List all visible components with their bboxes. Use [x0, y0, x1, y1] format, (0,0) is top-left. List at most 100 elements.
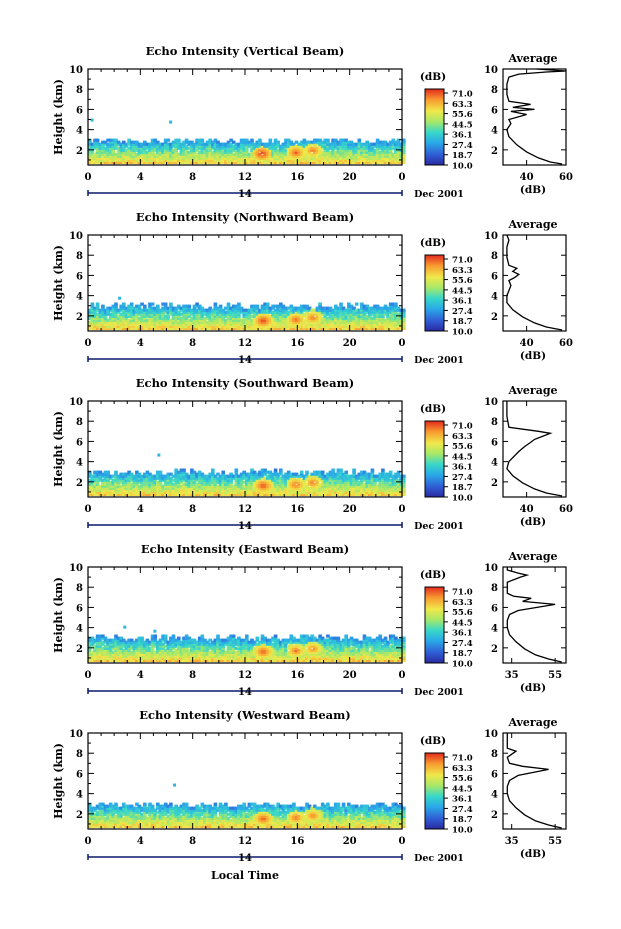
heatmap-cell [326, 324, 330, 328]
heatmap-cell [294, 484, 299, 488]
heatmap-cell [302, 146, 307, 150]
heatmap-cell [365, 488, 369, 492]
profile-line [506, 68, 567, 165]
heatmap-cell [402, 152, 406, 156]
heatmap-cell [205, 652, 210, 656]
heatmap-cell [182, 490, 186, 494]
heatmap-cell [386, 480, 390, 484]
heatmap-cell [307, 314, 312, 318]
heatmap-cell [166, 474, 171, 478]
heatmap-cell [145, 488, 150, 492]
heatmap-cell [163, 640, 168, 644]
heatmap-cell [156, 640, 160, 644]
heatmap-cell [381, 312, 385, 316]
heatmap-cell [179, 142, 184, 146]
heatmap-cell [388, 480, 393, 484]
heatmap-cell [334, 492, 338, 496]
heatmap-cell [145, 146, 150, 150]
heatmap-cell [98, 484, 103, 488]
heatmap-cell [370, 326, 375, 330]
heatmap-cell [255, 308, 260, 312]
heatmap-cell [135, 158, 139, 162]
heatmap-cell [221, 320, 225, 324]
heatmap-cell [357, 152, 362, 156]
heatmap-cell [354, 476, 359, 480]
heatmap-cell [203, 492, 207, 496]
heatmap-cell [297, 308, 301, 312]
heatmap-cell [370, 486, 375, 490]
heatmap-cell [252, 476, 257, 480]
heatmap-cell [250, 318, 254, 322]
heatmap-cell [313, 154, 317, 158]
heatmap-cell [305, 314, 309, 318]
heatmap-cell [195, 472, 199, 476]
heatmap-cell [326, 486, 330, 490]
heatmap-cell [362, 472, 367, 476]
heatmap-cell [119, 488, 123, 492]
heatmap-cell [103, 636, 108, 640]
heatmap-cell [195, 322, 199, 326]
heatmap-cell [297, 492, 301, 496]
heatmap-cell [203, 642, 207, 646]
heatmap-cell [145, 156, 150, 160]
heatmap-cell [135, 320, 139, 324]
heatmap-cell [129, 306, 134, 310]
colorbar-label: 18.7 [452, 483, 473, 493]
heatmap-cell [237, 326, 241, 330]
heatmap-cell [90, 158, 95, 162]
heatmap-cell [365, 308, 369, 312]
heatmap-cell [326, 480, 330, 484]
heatmap-cell [386, 322, 390, 326]
heatmap-cell [234, 484, 239, 488]
heatmap-cell [192, 306, 197, 310]
heatmap-cell [103, 152, 108, 156]
heatmap-cell [203, 652, 207, 656]
heatmap-cell [211, 324, 215, 328]
heatmap-cell [90, 310, 95, 314]
heatmap-cell [182, 306, 186, 310]
heatmap-cell [224, 156, 228, 160]
heatmap-cell [273, 488, 278, 492]
heatmap-cell [286, 478, 291, 482]
heatmap-cell [177, 146, 181, 150]
heatmap-cell [271, 320, 275, 324]
heatmap-cell [150, 640, 155, 644]
heatmap-cell [247, 158, 252, 162]
heatmap-cell [187, 490, 191, 494]
heatmap-cell [213, 326, 218, 330]
heatmap-cell [187, 478, 191, 482]
heatmap-cell [208, 142, 212, 146]
heatmap-cell [336, 316, 341, 320]
heatmap-cell [313, 142, 317, 146]
heatmap-cell [281, 316, 286, 320]
heatmap-cell [297, 316, 301, 320]
heatmap-cell [111, 492, 116, 496]
heatmap-cell [218, 658, 223, 662]
heatmap-cell [132, 654, 137, 658]
heatmap-cell [119, 314, 123, 318]
heatmap-cell [362, 490, 367, 494]
heatmap-cell [263, 326, 267, 330]
heatmap-cell [190, 478, 194, 482]
heatmap-cell [242, 490, 246, 494]
heatmap-cell [211, 472, 215, 476]
heatmap-cell [265, 154, 270, 158]
heatmap-cell [245, 308, 249, 312]
heatmap-cell [396, 140, 401, 144]
heatmap-cell [156, 322, 160, 326]
heatmap-cell [103, 482, 108, 486]
heatmap-cell [179, 146, 184, 150]
heatmap-cell [187, 650, 191, 654]
heatmap-cell [114, 484, 118, 488]
heatmap-cell [265, 318, 270, 322]
heatmap-cell [226, 152, 231, 156]
heatmap-cell [145, 472, 150, 476]
heatmap-cell [163, 318, 168, 322]
heatmap-cell [177, 156, 181, 160]
heatmap-cell [354, 156, 359, 160]
heatmap-cell [334, 154, 338, 158]
heatmap-cell [153, 138, 157, 142]
heatmap-cell [239, 308, 244, 312]
heatmap-cell [260, 156, 265, 160]
heatmap-cell [297, 152, 301, 156]
